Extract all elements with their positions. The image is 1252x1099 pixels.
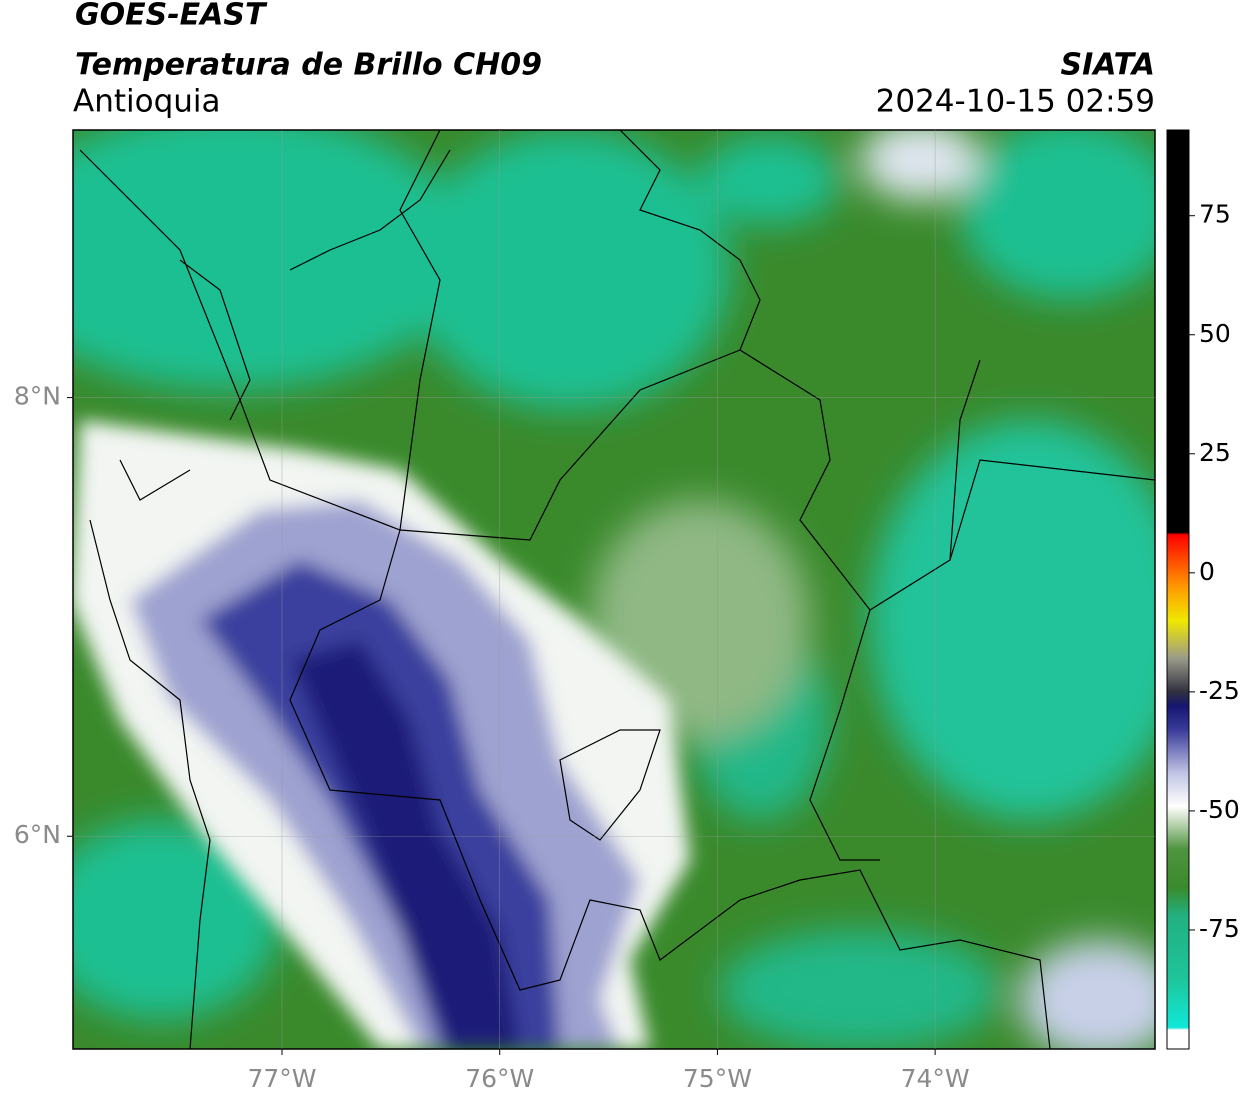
cloud-core xyxy=(290,640,520,1049)
x-tick-label: 75°W xyxy=(683,1064,752,1093)
boundary xyxy=(559,729,661,841)
boundaries xyxy=(79,130,1155,1049)
map-frame xyxy=(72,129,1156,1050)
area xyxy=(410,130,730,410)
x-tick-label: 77°W xyxy=(247,1064,316,1093)
area xyxy=(1020,940,1155,1049)
y-tick-label: 8°N xyxy=(14,382,61,411)
area xyxy=(860,130,980,200)
area xyxy=(700,135,840,225)
x-tick-label: 76°W xyxy=(465,1064,534,1093)
map-imagery xyxy=(73,130,1155,1049)
colorbar xyxy=(1166,129,1190,1050)
source: SIATA xyxy=(1061,48,1155,83)
datetime: 2024-10-15 02:59 xyxy=(876,84,1155,120)
area xyxy=(720,930,1000,1049)
colorbar-tick-label: -75 xyxy=(1199,914,1240,943)
boundary xyxy=(289,529,1051,1049)
area xyxy=(73,130,470,390)
colorbar-tick-label: -25 xyxy=(1199,676,1240,705)
area xyxy=(73,820,280,1020)
colorbar-tick-label: 50 xyxy=(1199,319,1231,348)
boundary xyxy=(399,130,981,861)
cold-clouds xyxy=(73,420,690,1049)
colorbar-tick-label: 75 xyxy=(1199,200,1231,229)
colorbar-tick-label: 0 xyxy=(1199,557,1215,586)
colorbar-tick-label: -50 xyxy=(1199,795,1240,824)
coastline xyxy=(89,149,451,1049)
area xyxy=(870,420,1155,820)
title: GOES-EAST xyxy=(75,0,268,33)
region: Antioquia xyxy=(73,84,221,120)
boundary xyxy=(79,149,1155,611)
x-tick-label: 74°W xyxy=(901,1064,970,1093)
area xyxy=(960,130,1155,300)
y-tick-label: 6°N xyxy=(14,820,61,849)
colorbar-tick-label: 25 xyxy=(1199,438,1231,467)
subtitle: Temperatura de Brillo CH09 xyxy=(75,48,542,83)
